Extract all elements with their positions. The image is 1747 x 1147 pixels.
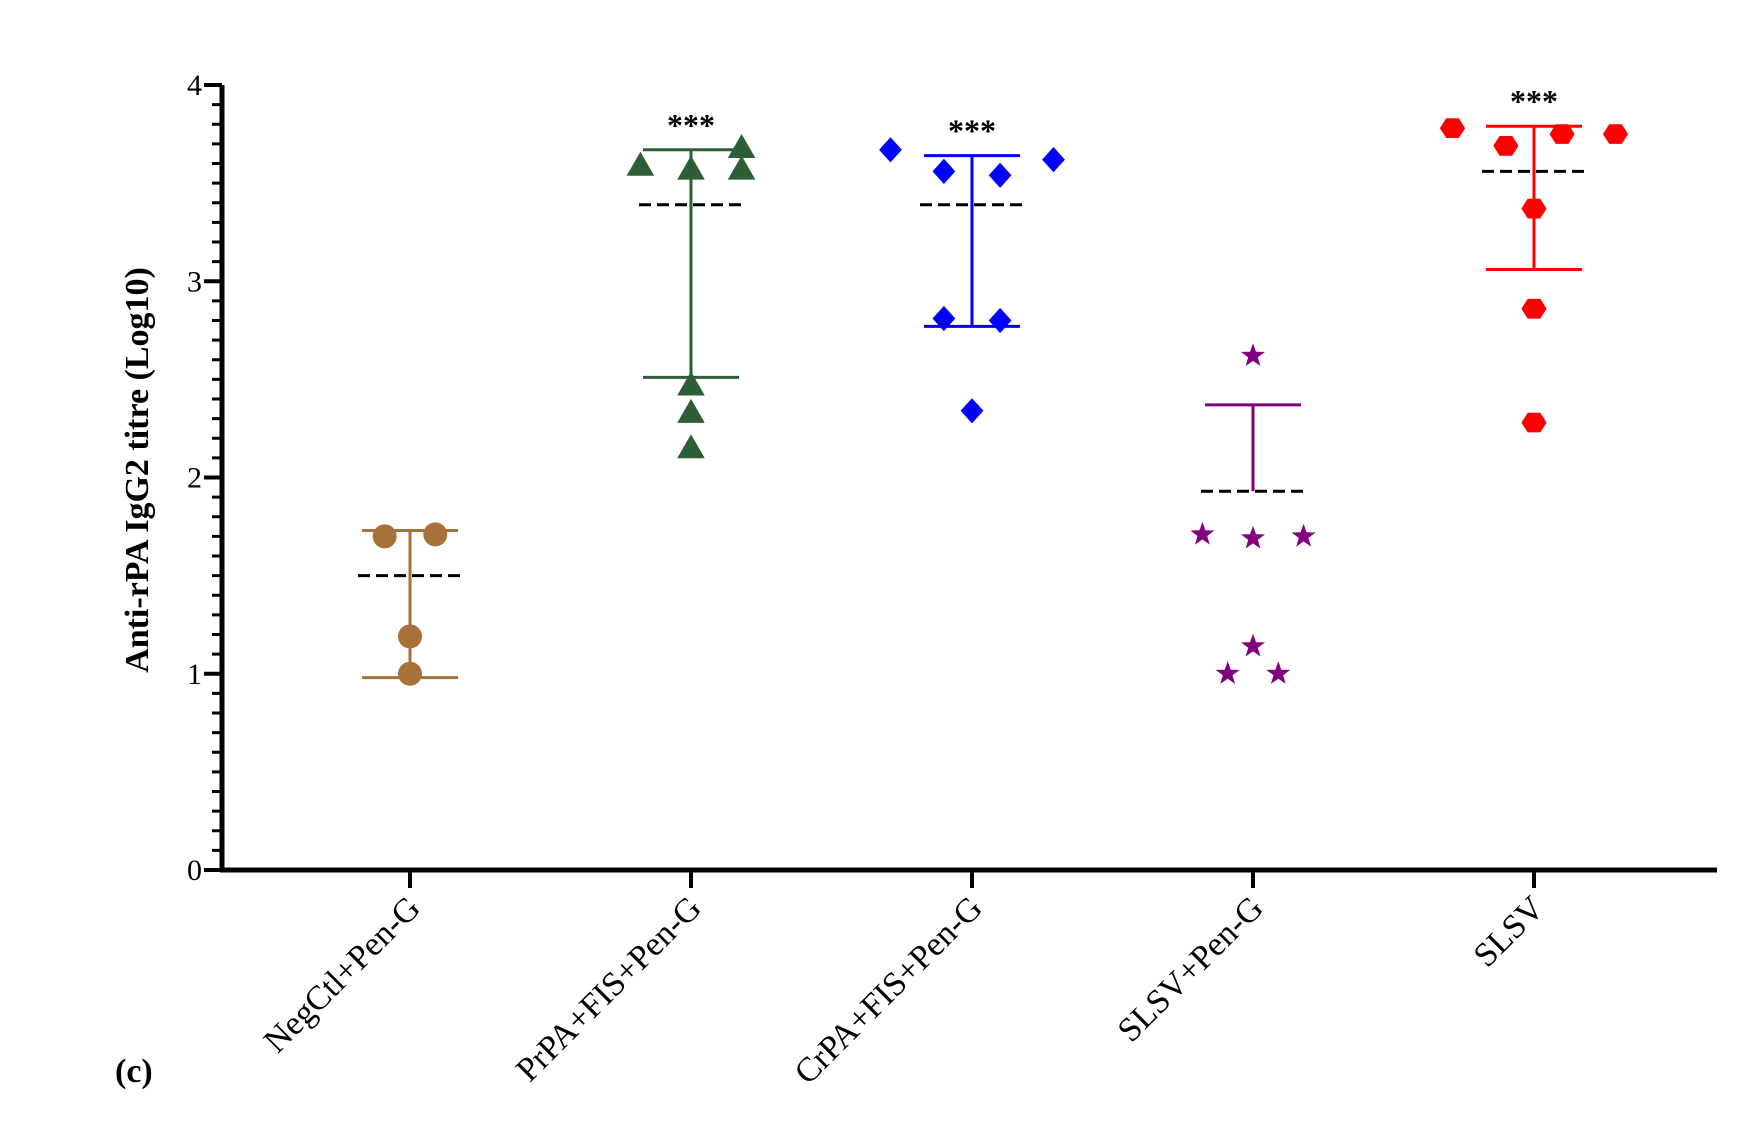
data-point [1493, 136, 1519, 156]
x-tick-label: SLSV+Pen-G [1111, 889, 1271, 1049]
data-point [1439, 118, 1466, 138]
axes: 0 1 2 3 4 NegCtl+Pen-G PrPA+FIS+Pen-G CrPA+FIS+… [187, 69, 1717, 1092]
x-tick-label: NegCtl+Pen-G [257, 889, 428, 1060]
y-tick-label: 0 [187, 854, 202, 887]
x-tick-label: SLSV [1467, 889, 1552, 974]
data-point [626, 151, 655, 176]
x-tick-label: PrPA+FIS+Pen-G [509, 889, 708, 1088]
data-point [677, 371, 705, 396]
data-point [1291, 523, 1316, 547]
data-point [1241, 525, 1265, 549]
data-point [988, 162, 1012, 188]
x-tick-label: CrPA+FIS+Pen-G [788, 889, 990, 1091]
data-point [1266, 661, 1291, 684]
data-point [398, 661, 422, 686]
data-point [1215, 661, 1240, 684]
data-point [988, 307, 1012, 334]
data-point [1549, 124, 1575, 144]
y-tick-label: 4 [187, 69, 202, 102]
data-point [932, 305, 956, 332]
y-tick-label: 2 [187, 462, 202, 495]
data-point [423, 522, 448, 547]
series-layer: *** *** *** [358, 83, 1629, 686]
significance-label: *** [667, 107, 715, 143]
data-point [1190, 521, 1215, 545]
data-point [372, 524, 397, 549]
data-point [960, 398, 984, 424]
data-point [1521, 198, 1547, 219]
data-point [1042, 147, 1065, 173]
data-point [932, 158, 956, 184]
panel-label: (c) [115, 1053, 153, 1090]
y-tick-label: 1 [187, 658, 202, 691]
data-point [727, 155, 756, 180]
data-point [1241, 633, 1265, 657]
data-point [879, 137, 902, 163]
y-tick-label: 3 [187, 265, 202, 298]
significance-label: *** [948, 113, 996, 149]
data-point [677, 155, 705, 180]
data-point [1521, 298, 1547, 319]
data-point [1602, 124, 1629, 144]
data-point [677, 434, 705, 459]
data-point [1241, 343, 1265, 366]
data-point [677, 398, 705, 423]
data-point [398, 624, 422, 649]
data-point [1521, 412, 1547, 433]
y-axis-label: Anti-rPA IgG2 titre (Log10) [119, 267, 156, 673]
significance-label: *** [1510, 83, 1558, 119]
data-point [727, 134, 756, 158]
